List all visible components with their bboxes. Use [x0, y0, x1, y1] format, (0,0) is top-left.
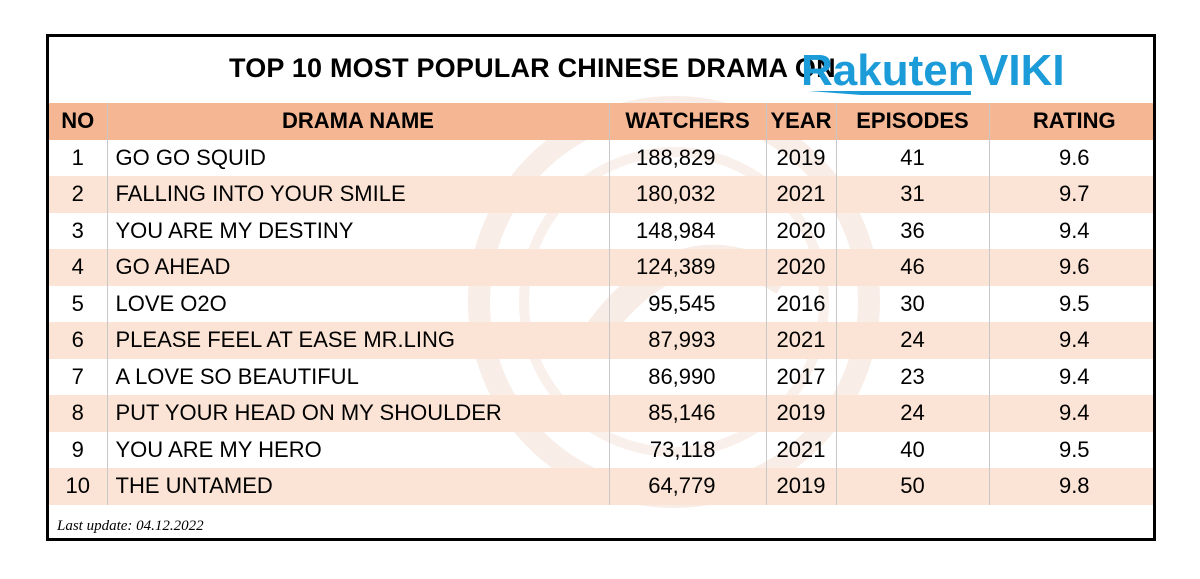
- column-header-no: NO: [49, 103, 107, 140]
- cell-year: 2020: [765, 249, 836, 286]
- cell-year: 2020: [765, 212, 836, 249]
- rakuten-viki-logo: Rakuten VIKI: [801, 46, 1065, 95]
- cell-no: 2: [49, 176, 107, 213]
- title-row: TOP 10 MOST POPULAR CHINESE DRAMA ON Rak…: [49, 37, 1153, 103]
- cell-year: 2016: [765, 285, 836, 322]
- cell-episodes: 30: [835, 285, 989, 322]
- cell-watchers: 86,990: [608, 358, 766, 395]
- cell-drama-name: THE UNTAMED: [106, 468, 609, 505]
- logo-text-viki: VIKI: [979, 46, 1065, 95]
- cell-rating: 9.4: [988, 358, 1153, 395]
- table-row: 10 THE UNTAMED 64,779 2019 50 9.8: [49, 468, 1153, 505]
- table-row: 1 GO GO SQUID 188,829 2019 41 9.6: [49, 139, 1153, 176]
- cell-no: 3: [71, 217, 84, 243]
- cell-year: 2019: [765, 139, 836, 176]
- table-row: 9 YOU ARE MY HERO 73,118 2021 40 9.5: [49, 431, 1153, 468]
- cell-rating: 9.6: [988, 139, 1153, 176]
- cell-episodes: 50: [835, 468, 989, 505]
- cell-watchers: 95,545: [608, 285, 766, 322]
- cell-drama-name: A LOVE SO BEAUTIFUL: [106, 358, 609, 395]
- column-header-drama-name: DRAMA NAME: [106, 103, 609, 140]
- cell-drama-name: GO GO SQUID: [106, 139, 609, 176]
- page-title: TOP 10 MOST POPULAR CHINESE DRAMA ON: [229, 53, 836, 83]
- cell-rating: 9.4: [988, 212, 1153, 249]
- table-frame: TOP 10 MOST POPULAR CHINESE DRAMA ON Rak…: [46, 34, 1156, 541]
- cell-drama-name: PLEASE FEEL AT EASE MR.LING: [106, 322, 609, 359]
- cell-watchers: 73,118: [608, 431, 766, 468]
- cell-watchers: 87,993: [608, 322, 766, 359]
- cell-no: 1: [71, 144, 84, 170]
- logo-swoosh: [809, 91, 971, 95]
- column-header-year: YEAR: [765, 103, 836, 140]
- cell-drama-name: PUT YOUR HEAD ON MY SHOULDER: [106, 395, 609, 432]
- cell-year: 2019: [765, 395, 836, 432]
- cell-no: 6: [49, 322, 107, 359]
- last-update-note: Last update: 04.12.2022: [57, 518, 204, 534]
- cell-episodes: 41: [835, 139, 989, 176]
- column-header-episodes: EPISODES: [835, 103, 989, 140]
- table-row: 8 PUT YOUR HEAD ON MY SHOULDER 85,146 20…: [49, 395, 1153, 432]
- table-row: 2 FALLING INTO YOUR SMILE 180,032 2021 3…: [49, 176, 1153, 213]
- cell-episodes: 24: [835, 395, 989, 432]
- cell-drama-name: FALLING INTO YOUR SMILE: [106, 176, 609, 213]
- cell-rating: 9.4: [988, 395, 1153, 432]
- cell-no: 8: [49, 395, 107, 432]
- cell-rating: 9.7: [988, 176, 1153, 213]
- cell-watchers: 64,779: [608, 468, 766, 505]
- cell-rating: 9.5: [988, 431, 1153, 468]
- cell-episodes: 46: [835, 249, 989, 286]
- table-row: 3 YOU ARE MY DESTINY 148,984 2020 36 9.4: [49, 212, 1153, 249]
- cell-no: 7: [71, 363, 84, 389]
- cell-watchers: 148,984: [608, 212, 766, 249]
- cell-year: 2021: [765, 431, 836, 468]
- cell-year: 2021: [765, 322, 836, 359]
- table-row: 6 PLEASE FEEL AT EASE MR.LING 87,993 202…: [49, 322, 1153, 359]
- logo-text-rakuten: Rakuten: [801, 46, 975, 95]
- cell-drama-name: YOU ARE MY HERO: [106, 431, 609, 468]
- cell-drama-name: LOVE O2O: [106, 285, 609, 322]
- cell-no: 5: [71, 290, 84, 316]
- cell-year: 2021: [765, 176, 836, 213]
- cell-rating: 9.5: [988, 285, 1153, 322]
- cell-rating: 9.4: [988, 322, 1153, 359]
- cell-year: 2019: [765, 468, 836, 505]
- cell-drama-name: YOU ARE MY DESTINY: [106, 212, 609, 249]
- cell-no: 4: [49, 249, 107, 286]
- table-row: 7 A LOVE SO BEAUTIFUL 86,990 2017 23 9.4: [49, 358, 1153, 395]
- column-header-rating: RATING: [988, 103, 1153, 140]
- cell-watchers: 188,829: [608, 139, 766, 176]
- cell-episodes: 23: [835, 358, 989, 395]
- table-row: 4 GO AHEAD 124,389 2020 46 9.6: [49, 249, 1153, 286]
- cell-no: 10: [49, 468, 107, 505]
- cell-year: 2017: [765, 358, 836, 395]
- cell-episodes: 36: [835, 212, 989, 249]
- cell-episodes: 40: [835, 431, 989, 468]
- cell-watchers: 124,389: [608, 249, 766, 286]
- cell-episodes: 31: [835, 176, 989, 213]
- table-header-row: NO DRAMA NAME WATCHERS YEAR EPISODES RAT…: [49, 103, 1153, 140]
- cell-no: 9: [71, 436, 84, 462]
- table-row: 5 LOVE O2O 95,545 2016 30 9.5: [49, 285, 1153, 322]
- cell-watchers: 85,146: [608, 395, 766, 432]
- cell-drama-name: GO AHEAD: [106, 249, 609, 286]
- cell-rating: 9.6: [988, 249, 1153, 286]
- cell-watchers: 180,032: [608, 176, 766, 213]
- drama-table: NO DRAMA NAME WATCHERS YEAR EPISODES RAT…: [49, 103, 1153, 505]
- cell-rating: 9.8: [988, 468, 1153, 505]
- column-header-watchers: WATCHERS: [608, 103, 766, 140]
- cell-episodes: 24: [835, 322, 989, 359]
